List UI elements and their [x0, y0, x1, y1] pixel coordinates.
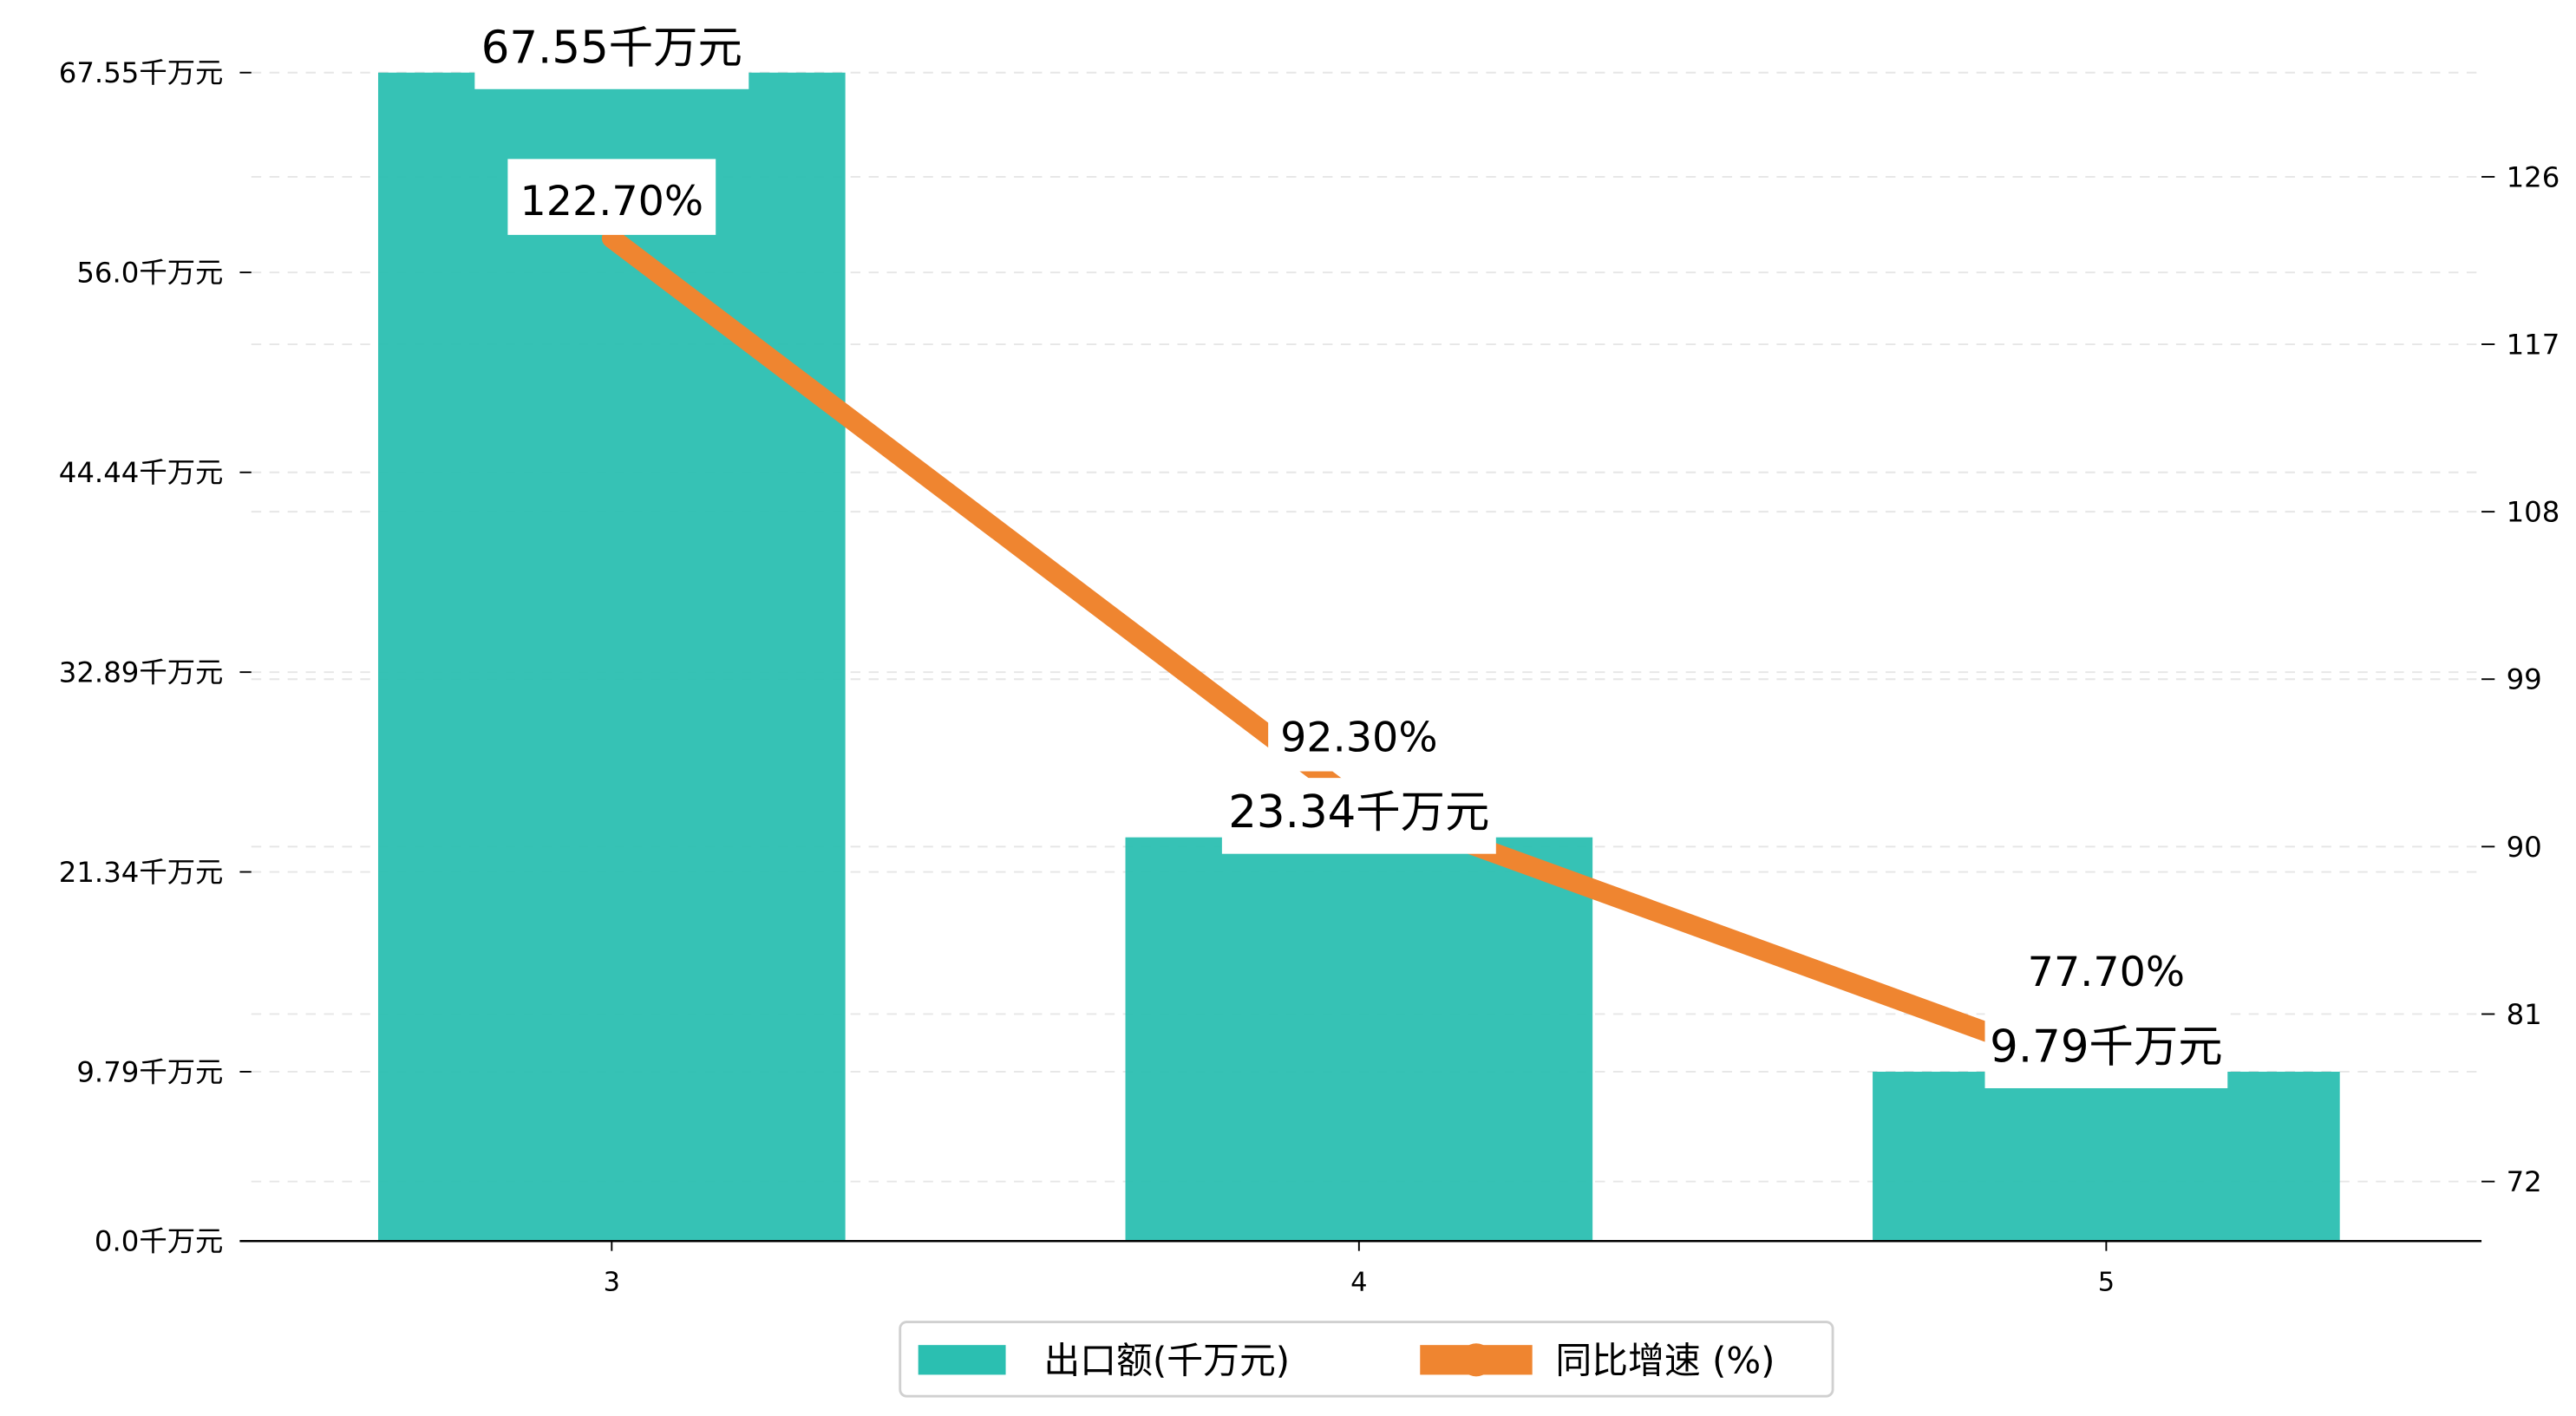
right-tick-label: 117 [2507, 328, 2560, 361]
bar-3 [377, 72, 846, 1242]
left-tick-label: 21.34千万元 [59, 856, 224, 889]
bar-4 [1125, 837, 1593, 1242]
bar-value-label: 9.79千万元 [1990, 1021, 2223, 1073]
left-tick-label: 32.89千万元 [59, 656, 224, 689]
legend-frame [899, 1321, 1834, 1398]
legend-line-label: 同比增速 (%) [1555, 1340, 1775, 1382]
legend-line-marker [1459, 1343, 1494, 1377]
right-tick-label: 90 [2507, 831, 2542, 864]
left-tick-label: 0.0千万元 [95, 1225, 223, 1258]
axes: 0.0千万元 9.79千万元 21.34千万元 32.89千万元 44.44千万元 56.… [59, 56, 2560, 1297]
growth-value-label: 77.70% [2028, 949, 2185, 996]
growth-value-label: 92.30% [1280, 715, 1437, 762]
left-tick-label: 67.55千万元 [59, 56, 224, 89]
right-tick-label: 72 [2507, 1165, 2542, 1198]
x-tick-label: 4 [1350, 1267, 1367, 1297]
right-tick-label: 126 [2507, 160, 2560, 193]
left-tick-label: 44.44千万元 [59, 456, 224, 489]
right-tick-label: 81 [2507, 998, 2542, 1031]
growth-value-labels: 122.70% 92.30% 77.70% [507, 159, 2198, 1006]
legend-bar-label: 出口额(千万元) [1043, 1340, 1290, 1382]
left-tick-label: 9.79千万元 [76, 1055, 223, 1088]
growth-label-box [507, 159, 716, 235]
bars [377, 72, 2340, 1242]
legend: 出口额(千万元) 同比增速 (%) [899, 1321, 1834, 1398]
legend-bar-swatch [918, 1345, 1006, 1375]
x-tick-label: 5 [2098, 1267, 2115, 1297]
x-tick-label: 3 [604, 1267, 620, 1297]
right-tick-label: 99 [2507, 663, 2542, 696]
bar-value-label: 67.55千万元 [481, 22, 742, 74]
growth-label-box [2015, 930, 2198, 1006]
bar-5 [1873, 1071, 2340, 1242]
bar-label-box [474, 13, 749, 89]
growth-value-label: 122.70% [520, 178, 703, 225]
bar-label-box [1984, 1012, 2228, 1088]
bar-value-label: 23.34千万元 [1228, 786, 1489, 839]
growth-label-box [1268, 695, 1450, 772]
bar-label-box [1221, 778, 1496, 854]
bar-value-labels: 67.55千万元 23.34千万元 9.79千万元 [474, 13, 2228, 1088]
right-tick-label: 108 [2507, 496, 2560, 529]
left-tick-label: 56.0千万元 [76, 257, 223, 290]
